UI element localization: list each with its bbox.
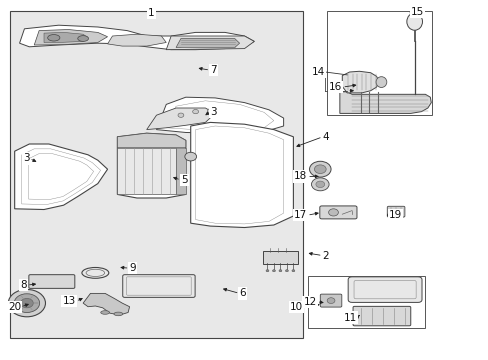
Text: 3: 3 xyxy=(210,107,217,117)
FancyBboxPatch shape xyxy=(263,251,298,264)
Circle shape xyxy=(326,298,334,303)
Polygon shape xyxy=(44,32,88,42)
Ellipse shape xyxy=(114,312,122,316)
Circle shape xyxy=(192,109,198,114)
Text: 8: 8 xyxy=(20,280,27,290)
Circle shape xyxy=(309,161,330,177)
Circle shape xyxy=(265,270,268,272)
FancyBboxPatch shape xyxy=(347,277,421,302)
Polygon shape xyxy=(342,71,378,93)
Text: 5: 5 xyxy=(181,175,187,185)
Polygon shape xyxy=(190,122,293,228)
Text: 19: 19 xyxy=(388,210,401,220)
Circle shape xyxy=(8,289,45,317)
Ellipse shape xyxy=(48,35,60,41)
Polygon shape xyxy=(117,148,176,194)
Polygon shape xyxy=(176,39,239,48)
Ellipse shape xyxy=(101,311,109,314)
Text: 16: 16 xyxy=(328,82,342,92)
Text: 17: 17 xyxy=(293,210,306,220)
Polygon shape xyxy=(156,97,283,133)
Text: 1: 1 xyxy=(148,8,155,18)
Text: 14: 14 xyxy=(311,67,325,77)
Polygon shape xyxy=(34,30,107,45)
Polygon shape xyxy=(117,133,185,198)
FancyBboxPatch shape xyxy=(29,275,75,288)
Circle shape xyxy=(184,152,196,161)
FancyBboxPatch shape xyxy=(319,206,356,219)
Circle shape xyxy=(178,113,183,117)
Circle shape xyxy=(311,178,328,191)
Circle shape xyxy=(314,165,325,174)
Bar xyxy=(307,276,425,328)
Ellipse shape xyxy=(406,13,422,30)
Polygon shape xyxy=(176,148,185,194)
Polygon shape xyxy=(107,34,166,46)
Circle shape xyxy=(278,270,281,272)
Circle shape xyxy=(328,209,338,216)
Circle shape xyxy=(20,298,33,308)
Text: 3: 3 xyxy=(22,153,29,163)
Ellipse shape xyxy=(78,36,88,41)
Polygon shape xyxy=(83,293,129,315)
Text: 12: 12 xyxy=(303,297,316,307)
Text: 10: 10 xyxy=(289,302,303,312)
Bar xyxy=(10,11,303,338)
Text: 15: 15 xyxy=(410,6,423,17)
Text: 13: 13 xyxy=(62,296,76,306)
Circle shape xyxy=(207,109,213,113)
Text: 4: 4 xyxy=(322,132,329,142)
Text: 7: 7 xyxy=(210,65,217,75)
FancyBboxPatch shape xyxy=(122,275,195,297)
Polygon shape xyxy=(15,144,107,210)
Text: 6: 6 xyxy=(239,288,246,298)
FancyBboxPatch shape xyxy=(352,306,410,326)
Circle shape xyxy=(285,270,288,272)
Polygon shape xyxy=(166,36,254,50)
Text: 11: 11 xyxy=(343,312,356,323)
Circle shape xyxy=(272,270,275,272)
Polygon shape xyxy=(117,133,185,148)
Bar xyxy=(326,11,431,115)
Polygon shape xyxy=(20,25,254,50)
Text: 9: 9 xyxy=(129,263,136,273)
Circle shape xyxy=(14,294,40,312)
Text: 2: 2 xyxy=(322,251,329,261)
Text: 20: 20 xyxy=(8,302,21,312)
FancyBboxPatch shape xyxy=(320,294,341,307)
Text: 18: 18 xyxy=(293,171,306,181)
Circle shape xyxy=(291,270,294,272)
Polygon shape xyxy=(339,92,430,113)
Circle shape xyxy=(315,181,324,188)
Ellipse shape xyxy=(375,77,386,87)
FancyBboxPatch shape xyxy=(386,206,404,217)
Polygon shape xyxy=(146,108,215,130)
